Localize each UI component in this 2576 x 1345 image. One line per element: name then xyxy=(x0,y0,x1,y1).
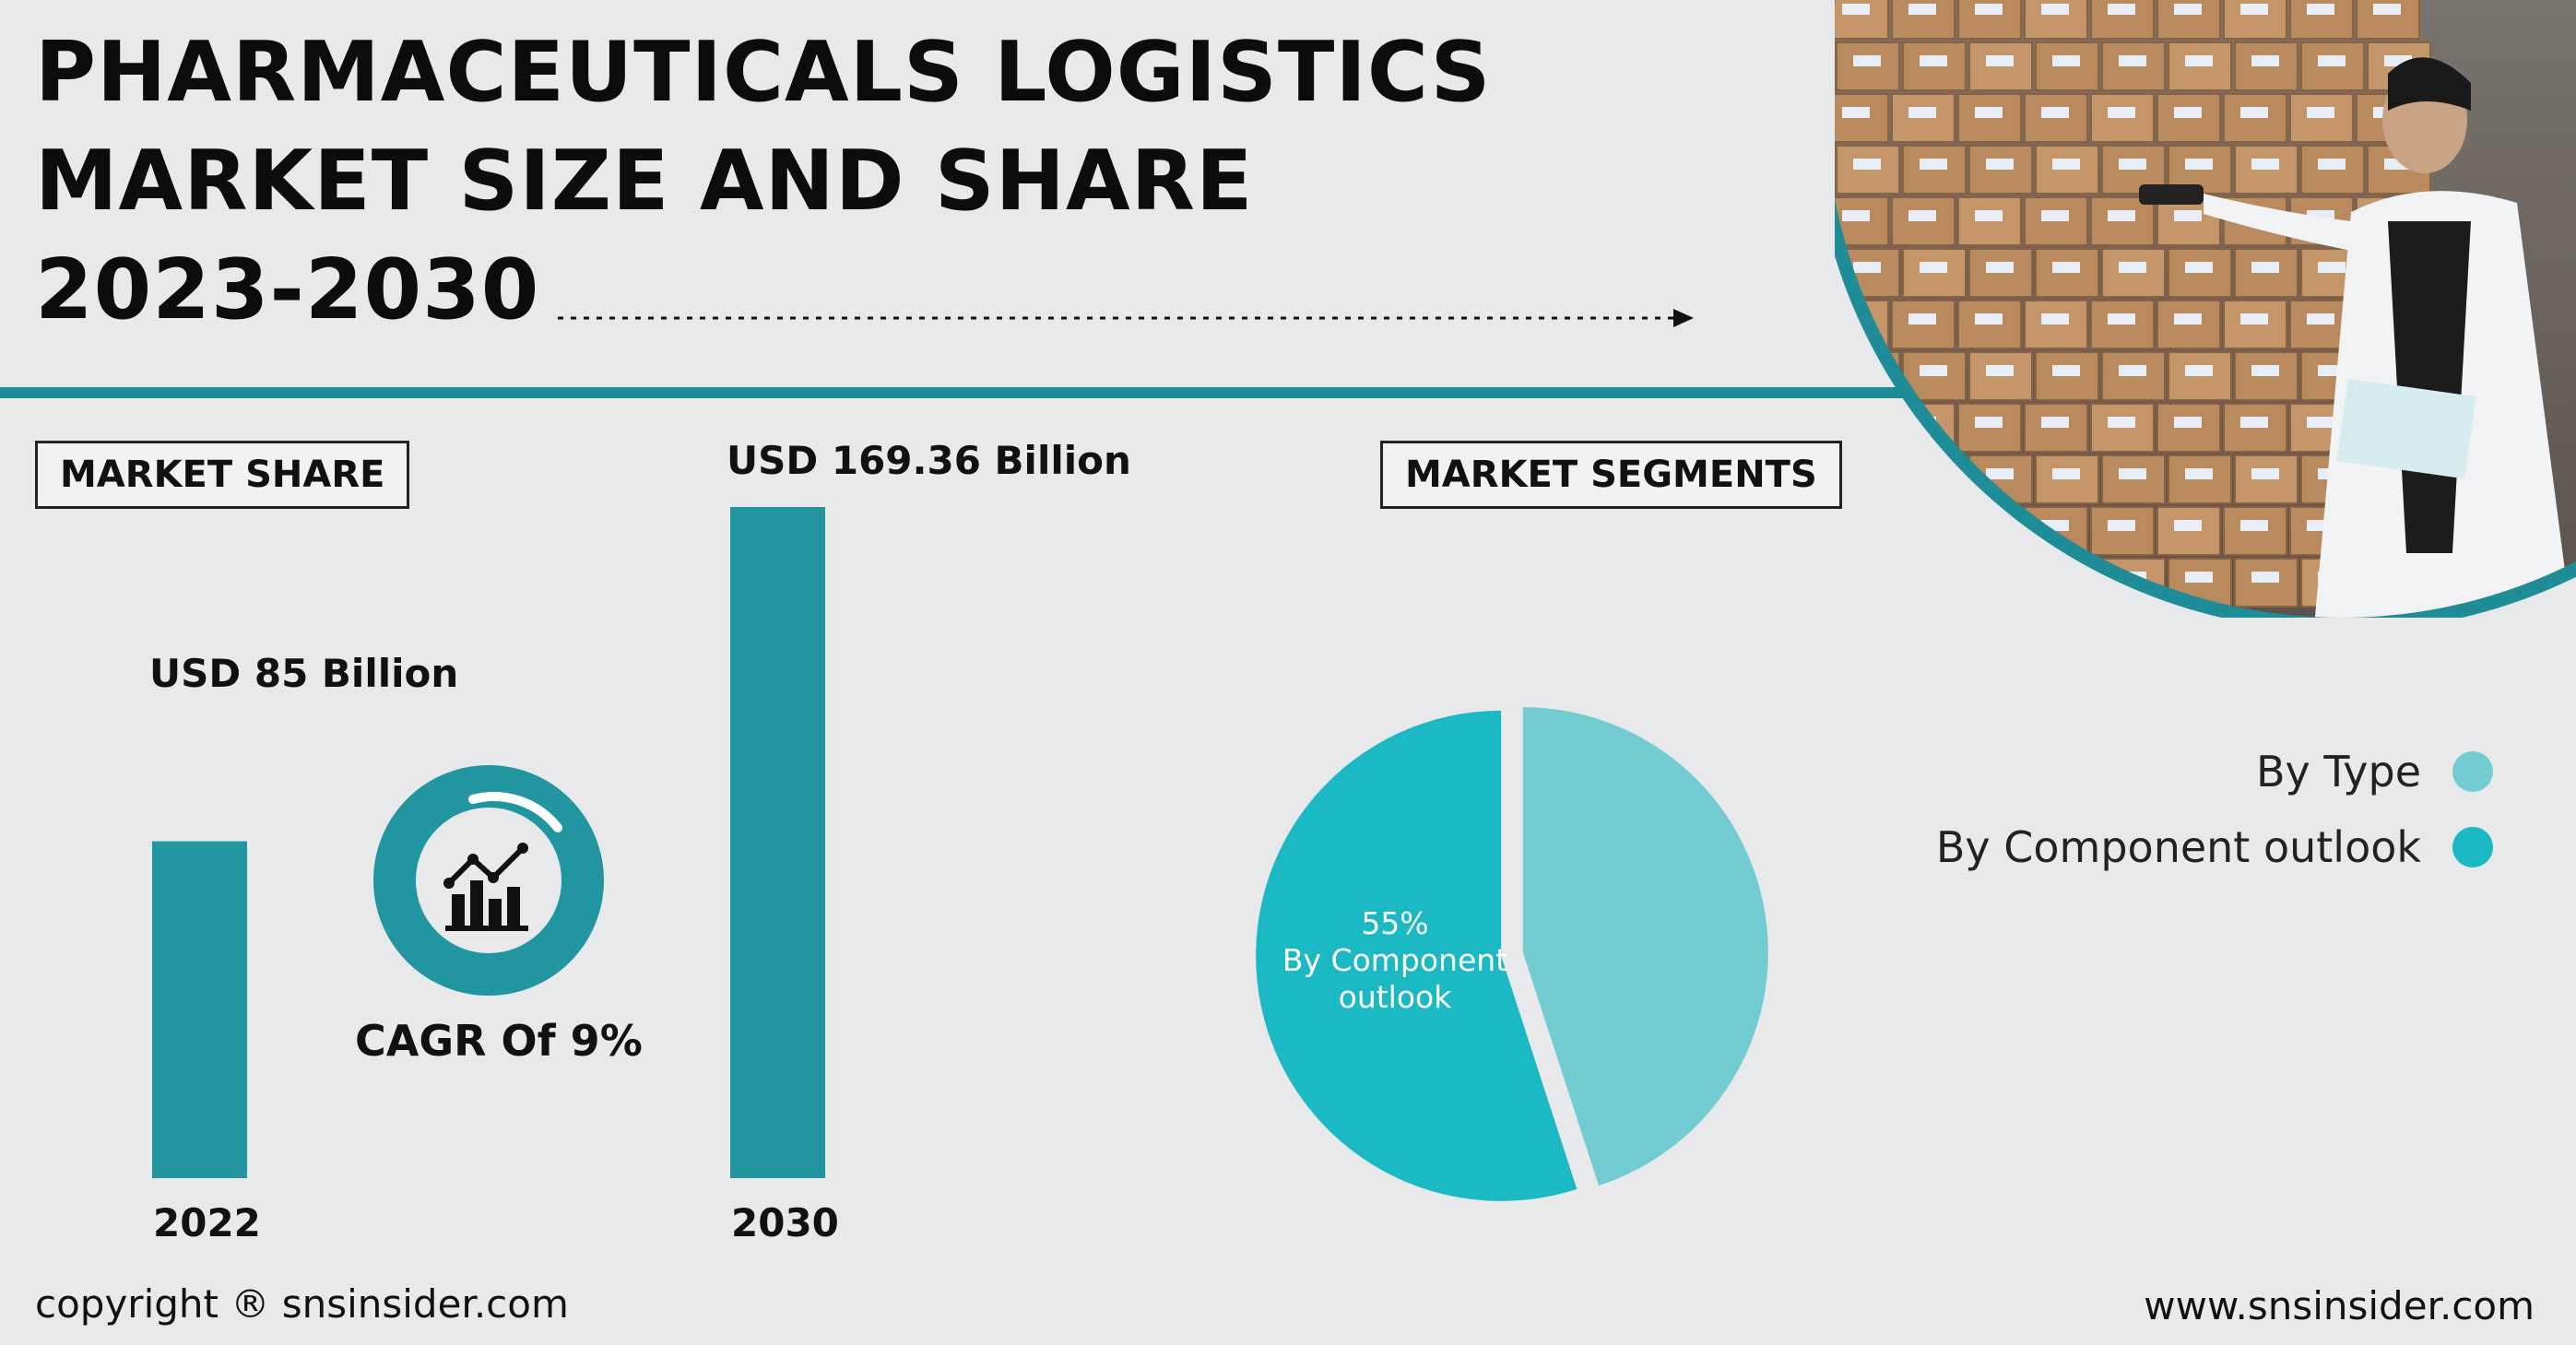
warehouse-worker-photo xyxy=(1835,0,2576,618)
legend-label: By Type xyxy=(2255,747,2421,796)
pie-legend: By Type By Component outlook xyxy=(1936,747,2493,872)
title-line-2: MARKET SIZE AND SHARE xyxy=(35,133,1254,230)
bar-value-label-2022: USD 85 Billion xyxy=(149,651,459,696)
legend-swatch xyxy=(2452,751,2493,792)
market-segments-label: MARKET SEGMENTS xyxy=(1380,441,1842,509)
market-share-label: MARKET SHARE xyxy=(35,441,410,509)
title-line-3: 2023-2030 xyxy=(35,242,540,338)
bar-category-2030: 2030 xyxy=(731,1200,839,1245)
bar-2030 xyxy=(730,507,825,1178)
bar-category-2022: 2022 xyxy=(153,1200,261,1245)
legend-label: By Component outlook xyxy=(1935,822,2421,872)
pie-data-label: outlook xyxy=(1339,979,1453,1015)
pie-data-label: 55% xyxy=(1361,905,1428,941)
growth-chart-icon xyxy=(443,843,528,931)
bar-value-label-2030: USD 169.36 Billion xyxy=(727,438,1131,483)
pie-data-label: By Component xyxy=(1282,942,1507,978)
title-line-1: PHARMACEUTICALS LOGISTICS xyxy=(35,24,1492,121)
page-title: PHARMACEUTICALS LOGISTICS MARKET SIZE AN… xyxy=(35,18,1491,345)
bar-2022 xyxy=(152,841,247,1178)
title-arrow xyxy=(558,309,1694,327)
header-divider xyxy=(0,387,1955,398)
legend-swatch xyxy=(2452,827,2493,867)
cagr-ring xyxy=(373,765,604,996)
pie-slice-by-component-outlook xyxy=(1256,710,1578,1201)
copyright-text: copyright ® snsinsider.com xyxy=(35,1281,569,1327)
legend-item-by-type: By Type xyxy=(1936,747,2493,796)
cagr-text: CAGR Of 9% xyxy=(355,1016,643,1066)
bar-chart xyxy=(152,507,825,1178)
website-link[interactable]: www.snsinsider.com xyxy=(2144,1283,2535,1328)
legend-item-by-component: By Component outlook xyxy=(1936,822,2493,872)
pie-slice-by-type xyxy=(1522,707,1768,1186)
